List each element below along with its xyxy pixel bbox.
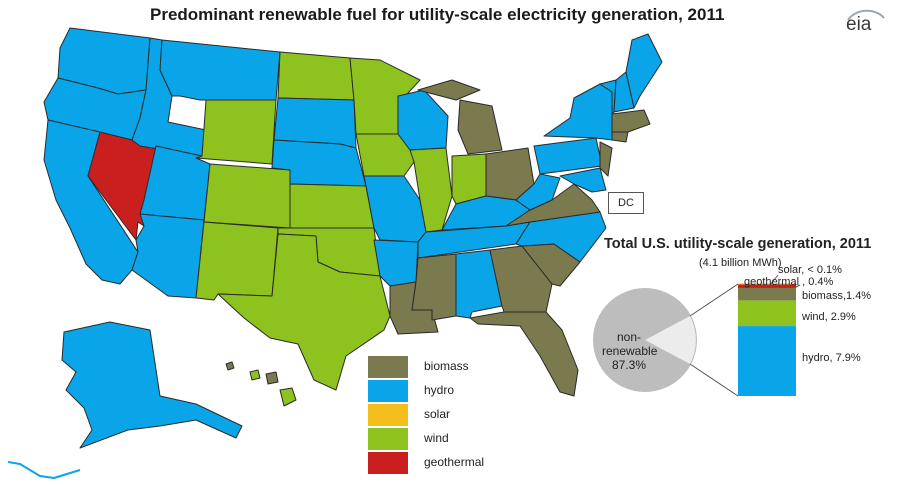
- state-new-mexico: [195, 221, 279, 301]
- state-kansas: [289, 183, 375, 229]
- legend-item-biomass: biomass: [368, 356, 528, 378]
- state-colorado: [203, 163, 291, 229]
- inset-chart: [593, 274, 801, 397]
- legend-swatch-biomass: [368, 356, 408, 378]
- inset-title: Total U.S. utility-scale generation, 201…: [604, 236, 872, 252]
- legend-label-hydro: hydro: [424, 383, 455, 397]
- pie-label: non- renewable 87.3%: [602, 330, 658, 372]
- state-texas: [217, 233, 391, 391]
- state-new-york: [543, 83, 613, 141]
- geothermal-leader: [795, 284, 801, 288]
- state-michigan-upper: [417, 79, 481, 101]
- legend-label-geothermal: geothermal: [424, 455, 485, 469]
- inset-subtitle: (4.1 billion MWh): [699, 257, 782, 269]
- bar-label-biomass: biomass,1.4%: [802, 290, 872, 302]
- legend-swatch-geothermal: [368, 452, 408, 474]
- state-hawaii-4: [279, 387, 297, 407]
- bar-segment-geothermal: [738, 284, 796, 288]
- state-alaska-islands: [7, 461, 81, 479]
- legend-label-wind: wind: [424, 431, 449, 445]
- legend-item-geothermal: geothermal: [368, 452, 528, 474]
- bar-label-geothermal: geothermal , 0.4%: [744, 276, 834, 288]
- state-montana: [159, 39, 281, 101]
- connector-bottom: [689, 363, 739, 397]
- bar-segment-hydro: [738, 326, 796, 396]
- state-florida: [469, 311, 579, 397]
- state-west-virginia: [515, 173, 561, 211]
- dc-label: DC: [608, 192, 644, 214]
- bar-label-hydro: hydro, 7.9%: [802, 352, 861, 364]
- state-wyoming: [195, 99, 277, 165]
- legend-item-hydro: hydro: [368, 380, 528, 402]
- state-wisconsin: [397, 89, 449, 151]
- eia-logo-text: eia: [846, 14, 872, 35]
- legend-swatch-hydro: [368, 380, 408, 402]
- state-hawaii-3: [265, 371, 279, 385]
- bar-label-wind: wind, 2.9%: [802, 311, 856, 323]
- legend-label-solar: solar: [424, 407, 451, 421]
- pie-label-line-2: renewable: [602, 344, 658, 358]
- state-maryland: [559, 167, 607, 193]
- pie-renewable-slice: [645, 316, 696, 364]
- bar-label-solar: solar, < 0.1%: [778, 264, 842, 276]
- state-mississippi: [411, 253, 457, 321]
- state-maine: [625, 33, 663, 109]
- state-connecticut: [611, 131, 629, 143]
- bar-segment-biomass: [738, 287, 796, 301]
- state-vermont: [599, 79, 617, 115]
- legend-item-solar: solar: [368, 404, 528, 426]
- bar-segment-solar: [738, 283, 796, 285]
- renewable-bar-stack: [738, 283, 796, 396]
- state-michigan: [457, 99, 503, 155]
- state-indiana: [451, 153, 487, 205]
- pie-label-line-3: 87.3%: [611, 358, 647, 372]
- state-pennsylvania: [533, 137, 603, 175]
- pie-label-line-1: non-: [616, 330, 642, 344]
- legend-label-biomass: biomass: [424, 359, 469, 373]
- state-hawaii-2: [249, 369, 261, 381]
- map-title: Predominant renewable fuel for utility-s…: [150, 5, 725, 24]
- state-alaska: [61, 321, 243, 449]
- state-arizona: [131, 213, 205, 299]
- connector-top: [689, 283, 739, 317]
- state-hawaii-1: [225, 361, 235, 371]
- legend-swatch-solar: [368, 404, 408, 426]
- eia-logo-icon: [847, 9, 885, 21]
- state-massachusetts: [611, 109, 651, 133]
- legend-swatch-wind: [368, 428, 408, 450]
- state-north-dakota: [277, 51, 355, 101]
- state-new-jersey: [599, 141, 613, 177]
- solar-leader: [769, 274, 779, 286]
- legend-item-wind: wind: [368, 428, 528, 450]
- bar-segment-wind: [738, 300, 796, 327]
